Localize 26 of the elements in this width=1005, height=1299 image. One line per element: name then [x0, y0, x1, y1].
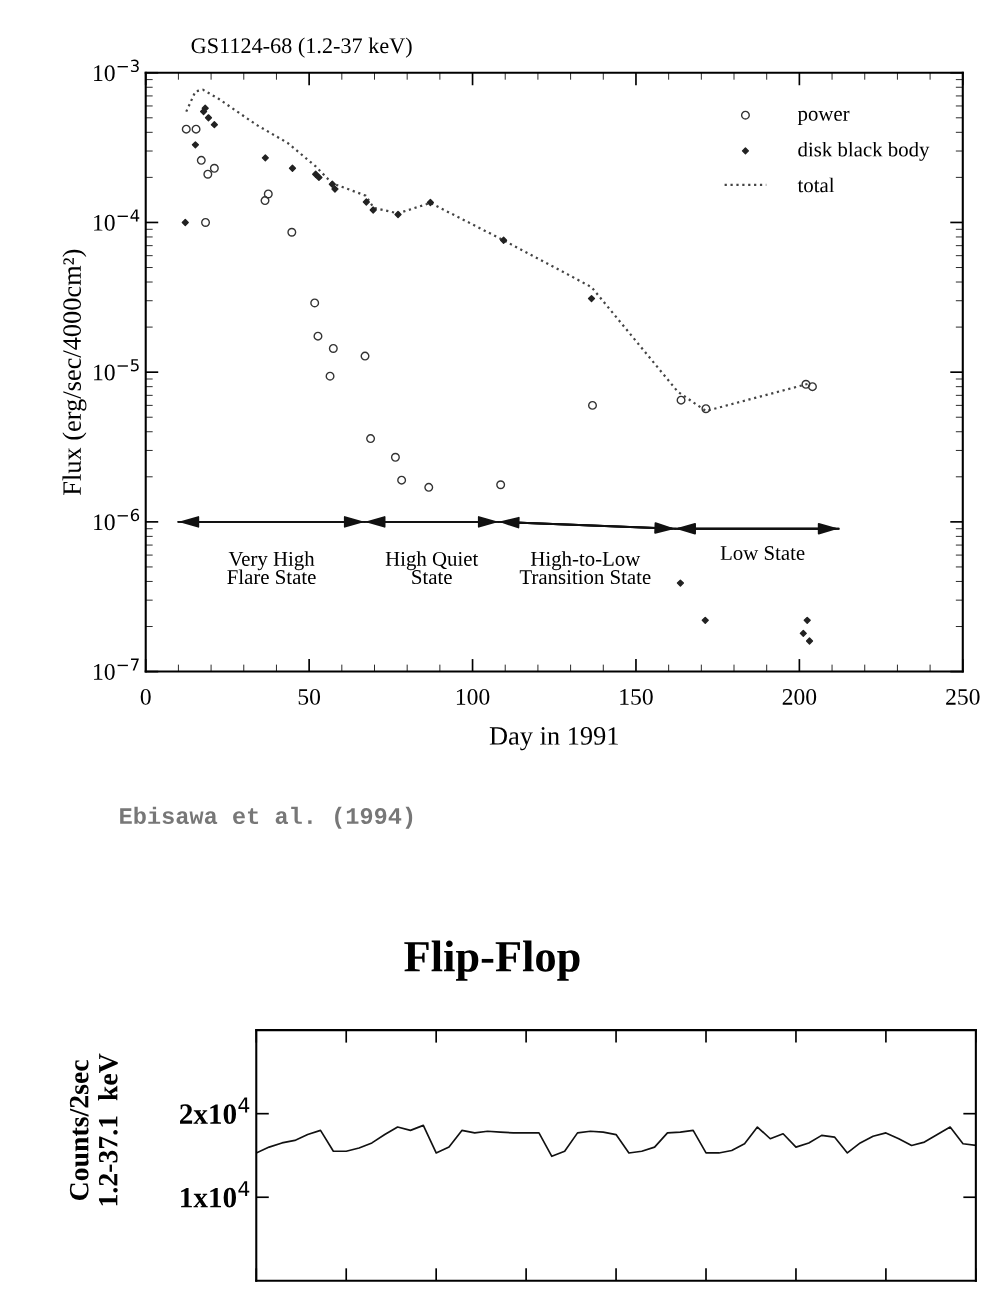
x-tick-label: 50: [298, 688, 321, 705]
chart-title: Flip-Flop: [404, 940, 580, 981]
y-tick-label: 10$^{−3}$: [94, 59, 139, 82]
y-tick-label: 10$^{−5}$: [94, 359, 139, 381]
x-tick-label: 250: [946, 688, 980, 705]
text: Ebisawa et al. (1994): [120, 806, 413, 829]
y-tick-label: 10$^{−4}$: [94, 209, 140, 231]
legend-label: disk black body: [798, 141, 930, 161]
y-tick-label: 10$^{−7}$: [94, 658, 139, 680]
y-tick-label: 1x10$^{4}$: [181, 1181, 250, 1208]
y-tick-label: 10$^{−6}$: [94, 508, 140, 531]
y-axis-title: Counts/2sec 1.2-37.1 keV: [69, 1053, 118, 1206]
annotation: High-to-Low Transition State: [519, 551, 651, 585]
y-axis-title: Flux (erg/sec/4000cm²): [62, 249, 87, 495]
annotation: Low State: [720, 546, 805, 561]
x-tick-label: 0: [140, 688, 151, 705]
annotation: Very High Flare State: [227, 551, 316, 585]
x-tick-label: 100: [456, 688, 490, 705]
legend-label: total: [797, 177, 835, 193]
x-tick-label: 200: [782, 688, 817, 705]
chart-title: GS1124-68 (1.2-37 keV): [191, 37, 412, 58]
annotation: High Quiet State: [385, 551, 479, 585]
x-axis-title: Day in 1991: [489, 727, 618, 751]
y-tick-label: 2x10$^{4}$: [180, 1097, 250, 1124]
x-tick-label: 150: [620, 688, 653, 705]
legend-label: power: [797, 110, 850, 126]
